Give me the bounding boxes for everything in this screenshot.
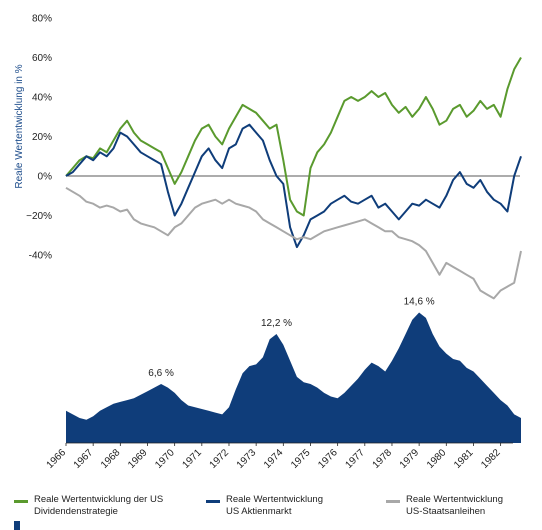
series-line-bonds bbox=[65, 186, 522, 300]
legend-swatch-bonds bbox=[386, 500, 400, 503]
x-tick-label: 1979 bbox=[398, 447, 422, 471]
x-tick-label: 1968 bbox=[99, 447, 123, 471]
legend-label-bonds: Reale Wertentwicklung US-Staatsanleihen bbox=[406, 494, 503, 518]
legend-label-line1: Reale Wertentwicklung der US bbox=[34, 494, 164, 505]
x-tick-label: 1981 bbox=[452, 447, 476, 471]
x-tick-label: 1966 bbox=[45, 447, 69, 471]
x-tick-label: 1980 bbox=[425, 447, 449, 471]
y-tick-label: −20% bbox=[26, 211, 52, 222]
y-tick-label: 0% bbox=[38, 172, 53, 183]
legend-label-line2: US Aktienmarkt bbox=[226, 506, 292, 517]
x-tick-label: 1975 bbox=[289, 447, 313, 471]
series-line-stocks bbox=[65, 123, 522, 249]
x-tick-label: 1976 bbox=[316, 447, 340, 471]
series-line-dividend bbox=[65, 57, 522, 217]
legend-label-dividend: Reale Wertentwicklung der US Dividendens… bbox=[34, 494, 163, 518]
x-tick-label: 1967 bbox=[72, 447, 96, 471]
chart-canvas: 80% 60% 40% 20% 0% −20% -40% Reale Wertentwick… bbox=[14, 14, 522, 471]
x-axis: 1966 1967 1968 1969 1970 1971 1972 1973 1974 1975… bbox=[45, 442, 513, 471]
line-series-group bbox=[65, 57, 522, 300]
area-peak-label: 12,2 % bbox=[261, 318, 292, 329]
legend-label-line1: Reale Wertentwicklung bbox=[406, 494, 503, 505]
legend-swatch-stocks bbox=[206, 500, 220, 503]
area-fill bbox=[66, 312, 521, 443]
y-tick-label: 80% bbox=[32, 14, 52, 25]
y-tick-label: 60% bbox=[32, 53, 52, 64]
legend-label-stocks: Reale Wertentwicklung US Aktienmarkt bbox=[226, 494, 323, 518]
y-tick-label: 20% bbox=[32, 132, 52, 143]
x-tick-label: 1978 bbox=[371, 447, 395, 471]
legend-item-bonds: Reale Wertentwicklung US-Staatsanleihen bbox=[386, 494, 503, 518]
corner-mark bbox=[14, 521, 20, 530]
x-tick-label: 1972 bbox=[208, 447, 232, 471]
x-tick-label: 1970 bbox=[153, 447, 177, 471]
y-tick-label: 40% bbox=[32, 93, 52, 104]
x-tick-label: 1982 bbox=[479, 447, 503, 471]
area-chart: 6,6 % 12,2 % 14,6 % bbox=[66, 297, 521, 443]
x-tick-label: 1977 bbox=[343, 447, 367, 471]
area-peak-label: 14,6 % bbox=[404, 297, 435, 308]
area-peak-label: 6,6 % bbox=[148, 368, 174, 379]
x-tick-label: 1974 bbox=[262, 447, 286, 471]
legend-swatch-dividend bbox=[14, 500, 28, 503]
y-tick-label: -40% bbox=[29, 251, 52, 262]
legend-label-line2: US-Staatsanleihen bbox=[406, 506, 486, 517]
legend-label-line2: Dividendenstrategie bbox=[34, 506, 118, 517]
legend-label-line1: Reale Wertentwicklung bbox=[226, 494, 323, 505]
x-tick-label: 1969 bbox=[126, 447, 150, 471]
legend-item-stocks: Reale Wertentwicklung US Aktienmarkt bbox=[206, 494, 323, 518]
x-tick-label: 1973 bbox=[235, 447, 259, 471]
x-tick-label: 1971 bbox=[180, 447, 204, 471]
legend-item-dividend: Reale Wertentwicklung der US Dividendens… bbox=[14, 494, 163, 518]
y-axis-title: Reale Wertentwicklung in % bbox=[14, 64, 25, 188]
y-axis: 80% 60% 40% 20% 0% −20% -40% bbox=[26, 14, 52, 262]
legend: Reale Wertentwicklung der US Dividendens… bbox=[0, 494, 542, 528]
